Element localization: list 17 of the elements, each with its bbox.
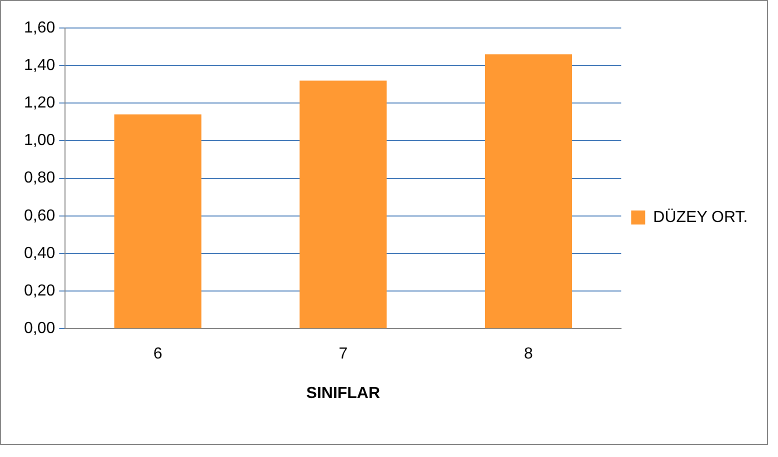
y-tick-label: 0,40	[24, 244, 56, 262]
y-tick-label: 1,60	[24, 19, 56, 36]
y-tick-label: 1,20	[24, 94, 56, 112]
bar	[300, 80, 387, 328]
y-tick-label: 1,40	[24, 56, 56, 74]
legend-label: DÜZEY ORT.	[653, 208, 748, 226]
x-tick-label: 6	[153, 346, 162, 363]
y-tick-label: 0,60	[24, 207, 56, 224]
y-tick-label: 1,00	[24, 132, 56, 150]
bar	[484, 54, 572, 328]
x-tick-label: 8	[524, 346, 534, 363]
y-tick-label: 0,00	[24, 320, 56, 338]
y-tick-label: 0,80	[24, 170, 56, 187]
x-tick-label: 7	[338, 346, 348, 363]
y-tick-label: 0,20	[24, 282, 56, 300]
bar	[114, 114, 202, 328]
x-axis-title: SINIFLAR	[306, 384, 380, 402]
